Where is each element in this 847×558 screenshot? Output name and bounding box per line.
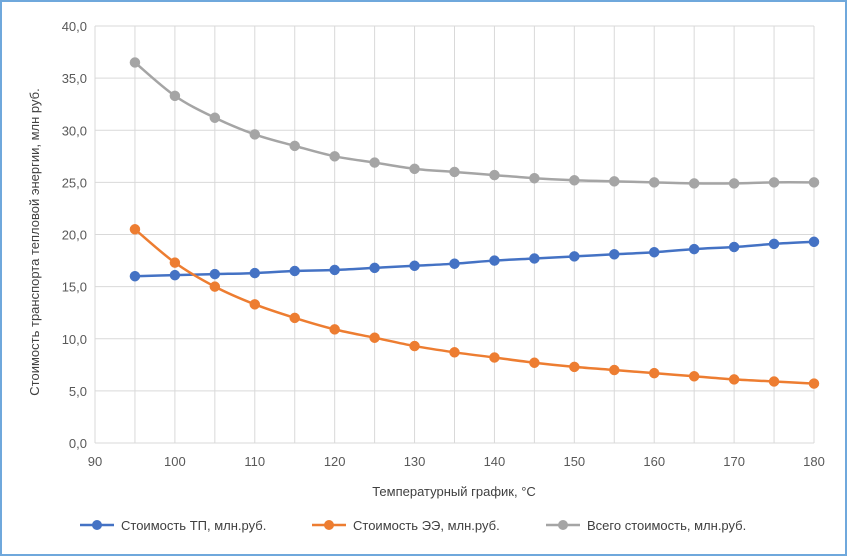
data-point-0 (169, 269, 181, 281)
data-point-0 (289, 265, 300, 277)
legend-swatch-marker-1 (324, 520, 334, 530)
data-point-2 (209, 112, 221, 123)
y-tick-label: 25,0 (62, 175, 87, 190)
data-point-2 (369, 157, 380, 168)
data-point-2 (169, 90, 181, 102)
data-point-0 (768, 238, 780, 250)
legend-swatch-marker-0 (92, 520, 102, 530)
data-point-0 (688, 243, 700, 255)
data-point-1 (489, 352, 500, 363)
data-point-0 (529, 253, 540, 264)
legend: Стоимость ТП, млн.руб. Стоимость ЭЭ, млн.… (80, 518, 746, 533)
series-lines (134, 61, 815, 385)
data-point-1 (289, 312, 300, 324)
data-point-1 (768, 376, 780, 387)
x-tick-label: 160 (643, 454, 665, 469)
data-point-0 (449, 258, 460, 269)
y-tick-label: 40,0 (62, 19, 87, 34)
data-point-1 (329, 324, 340, 335)
data-point-0 (569, 251, 580, 262)
data-point-1 (529, 357, 540, 368)
y-tick-label: 0,0 (69, 436, 87, 451)
data-point-1 (409, 340, 420, 352)
data-point-2 (768, 177, 780, 188)
y-axis-ticks: 0,0 5,0 10,0 15,0 20,0 25,0 30,0 35,0 40,0 (62, 19, 87, 451)
legend-label-0: Стоимость ТП, млн.руб. (121, 518, 266, 533)
data-point-2 (529, 172, 540, 184)
data-point-0 (209, 268, 221, 280)
data-point-1 (249, 299, 261, 310)
data-point-0 (728, 241, 740, 253)
data-point-0 (609, 249, 620, 260)
data-point-2 (249, 129, 261, 140)
data-point-2 (409, 163, 420, 175)
data-point-2 (609, 176, 620, 187)
data-point-2 (808, 177, 820, 188)
data-point-1 (129, 224, 141, 235)
data-point-2 (569, 175, 580, 186)
data-point-0 (249, 267, 261, 279)
y-tick-label: 20,0 (62, 228, 87, 243)
series-points (129, 57, 820, 389)
data-point-1 (169, 257, 181, 268)
data-point-2 (329, 151, 340, 162)
series-line-2 (134, 61, 815, 185)
y-tick-label: 15,0 (62, 280, 87, 295)
x-tick-label: 150 (563, 454, 585, 469)
x-tick-label: 170 (723, 454, 745, 469)
x-tick-label: 100 (164, 454, 186, 469)
y-tick-label: 30,0 (62, 123, 87, 138)
x-axis-title: Температурный график, °С (372, 484, 536, 499)
data-point-1 (688, 371, 700, 382)
data-point-1 (728, 374, 740, 385)
x-tick-label: 130 (404, 454, 426, 469)
x-tick-label: 140 (484, 454, 506, 469)
data-point-0 (808, 236, 820, 248)
data-point-2 (728, 178, 740, 189)
data-point-2 (129, 57, 141, 68)
data-point-0 (409, 260, 420, 272)
x-axis-ticks: 90 100 110 120 130 140 150 160 170 180 (88, 454, 825, 469)
data-point-0 (648, 246, 660, 258)
data-point-1 (648, 367, 660, 379)
y-tick-label: 10,0 (62, 332, 87, 347)
y-tick-label: 35,0 (62, 71, 87, 86)
y-tick-label: 5,0 (69, 384, 87, 399)
data-point-1 (449, 347, 460, 358)
y-axis-title: Стоимость транспорта тепловой энергии, м… (27, 88, 42, 395)
data-point-2 (688, 178, 700, 189)
series-line-0 (134, 240, 815, 278)
x-tick-label: 180 (803, 454, 825, 469)
data-point-1 (569, 361, 580, 373)
data-point-0 (129, 270, 141, 282)
data-point-2 (449, 166, 460, 178)
data-point-1 (609, 364, 620, 376)
data-point-2 (289, 140, 300, 152)
data-point-1 (369, 332, 380, 343)
x-tick-label: 110 (244, 454, 265, 469)
data-point-0 (329, 264, 340, 276)
data-point-0 (369, 262, 380, 274)
x-tick-label: 120 (324, 454, 346, 469)
legend-label-1: Стоимость ЭЭ, млн.руб. (353, 518, 500, 533)
data-point-2 (648, 177, 660, 188)
series-line-1 (134, 228, 815, 385)
data-point-1 (808, 378, 820, 389)
data-point-0 (489, 255, 500, 266)
grid-lines (94, 25, 815, 444)
legend-label-2: Всего стоимость, млн.руб. (587, 518, 746, 533)
legend-swatch-marker-2 (558, 520, 568, 530)
data-point-1 (209, 281, 221, 292)
data-point-2 (489, 169, 500, 181)
x-tick-label: 90 (88, 454, 102, 469)
